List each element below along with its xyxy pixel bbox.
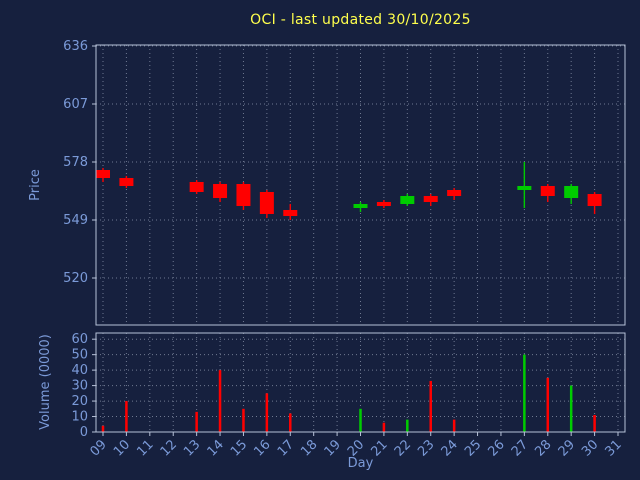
- tick-label: 60: [71, 332, 88, 347]
- tick-label: 520: [63, 271, 88, 286]
- tick-label: 28: [532, 437, 554, 459]
- candle-body: [376, 202, 391, 206]
- tick-label: 636: [63, 39, 88, 54]
- tick-label: 10: [71, 410, 88, 425]
- volume-bars: [101, 354, 596, 432]
- tick-label: 20: [71, 394, 88, 409]
- tick-label: 0: [80, 425, 88, 440]
- tick-label: 19: [322, 437, 344, 459]
- candle-body: [517, 186, 532, 190]
- tick-label: 549: [63, 213, 88, 228]
- tick-label: 40: [71, 363, 88, 378]
- candle-body: [236, 184, 251, 206]
- candles: [96, 162, 602, 220]
- candle-body: [96, 170, 110, 178]
- candle-body: [259, 192, 274, 214]
- candle-body: [587, 194, 602, 206]
- candle-body: [564, 186, 579, 198]
- chart-title: OCI - last updated 30/10/2025: [250, 12, 471, 28]
- candle-body: [283, 210, 298, 216]
- tick-label: 11: [134, 437, 156, 459]
- candle-body: [213, 184, 228, 198]
- x-axis-label: Day: [347, 456, 374, 471]
- tick-label: 15: [228, 437, 250, 459]
- tick-label: 24: [439, 437, 461, 459]
- tick-label: 578: [63, 155, 88, 170]
- price-panel-frame: [95, 44, 626, 326]
- tick-label: 21: [368, 437, 390, 459]
- tick-label: 30: [71, 379, 88, 394]
- tick-label: 25: [462, 437, 484, 459]
- tick-label: 26: [485, 437, 507, 459]
- tick-label: 18: [298, 437, 320, 459]
- candle-body: [423, 196, 438, 202]
- tick-label: 607: [63, 97, 88, 112]
- tick-label: 10: [111, 437, 133, 459]
- tick-label: 23: [415, 437, 437, 459]
- candle-body: [353, 204, 368, 208]
- tick-label: 20: [345, 437, 367, 459]
- candle-body: [447, 190, 462, 196]
- tick-label: 29: [556, 437, 578, 459]
- tick-label: 50: [71, 348, 88, 363]
- tick-label: 12: [158, 437, 180, 459]
- tick-label: 09: [88, 437, 110, 459]
- grid-lines: [96, 45, 625, 432]
- tick-label: 17: [275, 437, 297, 459]
- candle-body: [400, 196, 415, 204]
- tick-label: 13: [181, 437, 203, 459]
- tick-label: 30: [579, 437, 601, 459]
- tick-label: 22: [392, 437, 414, 459]
- candle-body: [189, 182, 204, 192]
- candle-body: [119, 178, 134, 186]
- tick-label: 31: [603, 437, 625, 459]
- tick-label: 16: [251, 437, 273, 459]
- tick-label: 27: [509, 437, 531, 459]
- tick-label: 14: [205, 437, 227, 459]
- candle-body: [540, 186, 555, 196]
